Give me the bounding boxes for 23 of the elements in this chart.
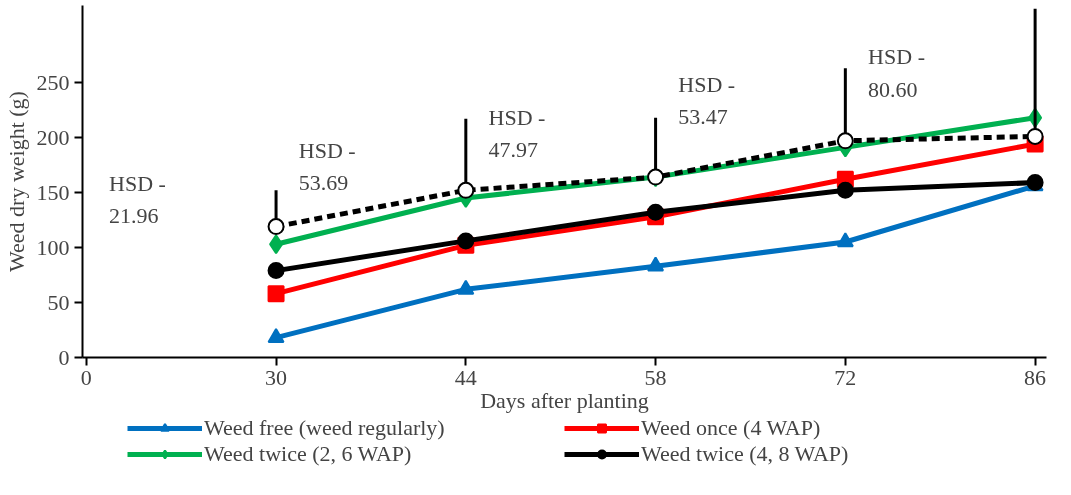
x-tick-label: 58 <box>644 364 667 390</box>
x-tick-label: 30 <box>265 364 288 390</box>
y-tick-label: 0 <box>58 344 70 370</box>
y-tick-label: 100 <box>36 234 70 260</box>
x-tick-label: 86 <box>1024 364 1047 390</box>
legend-label: Weed free (weed regularly) <box>204 415 446 441</box>
annotation: HSD - 47.97 <box>488 104 546 162</box>
y-tick-label: 150 <box>36 179 70 205</box>
annotation: HSD - 21.96 <box>109 170 166 228</box>
annotation: HSD - 53.47 <box>678 71 736 129</box>
y-tick-label: 250 <box>36 69 70 95</box>
legend-label: Weed once (4 WAP) <box>641 415 822 441</box>
x-tick-label: 0 <box>80 364 92 390</box>
x-tick-label: 44 <box>454 364 477 390</box>
annotation: HSD - 53.69 <box>298 137 356 195</box>
legend-label: Weed twice (4, 8 WAP) <box>641 441 850 467</box>
y-axis-title: Weed dry weight (g) <box>3 91 29 272</box>
x-axis-title: Days after planting <box>480 387 649 413</box>
legend-label: Weed twice (2, 6 WAP) <box>204 441 413 467</box>
y-tick-label: 200 <box>36 124 70 150</box>
x-tick-label: 72 <box>834 364 857 390</box>
y-tick-label: 50 <box>47 289 70 315</box>
annotation: HSD - 80.60 <box>868 44 925 102</box>
